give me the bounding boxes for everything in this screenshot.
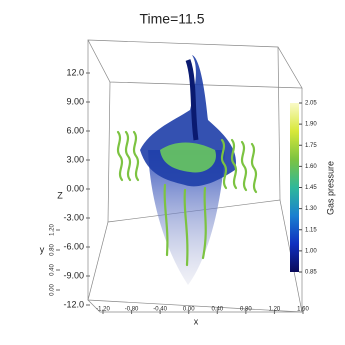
z-tick-label: -12.0	[63, 299, 84, 309]
colorbar	[290, 103, 299, 272]
x-axis-label: x	[194, 316, 199, 326]
colorbar-tick-label: 1.30	[305, 206, 317, 212]
colorbar-tick-label: 1.75	[305, 143, 317, 149]
y-tick-label: 0.80	[50, 244, 56, 256]
colorbar-tick-label: 2.05	[305, 101, 317, 107]
z-tick-label: 6.00	[66, 125, 84, 135]
colorbar-tick-label: 1.60	[305, 164, 317, 170]
y-tick-label: 0.00	[50, 284, 56, 296]
chart-title: Time=11.5	[140, 11, 205, 27]
colorbar-label: Gas pressure	[325, 161, 335, 215]
z-tick-label: 12.0	[66, 67, 84, 77]
x-tick-label: -0.80	[125, 307, 139, 313]
z-tick-label: -3.00	[63, 212, 84, 222]
colorbar-tick-label: 1.00	[305, 248, 317, 254]
x-tick-label: 0.80	[240, 307, 252, 313]
streamlines	[116, 130, 258, 267]
z-tick-label: 0.00	[66, 183, 84, 193]
y-axis-label: y	[40, 244, 45, 254]
x-tick-label: -0.40	[153, 307, 167, 313]
z-tick-label: 3.00	[66, 154, 84, 164]
z-axis-label: Z	[57, 190, 63, 200]
x-tick-label: 0.00	[183, 307, 195, 313]
colorbar-tick-label: 1.90	[305, 122, 317, 128]
y-tick-label: 1.20	[50, 224, 56, 236]
x-tick-label: 0.40	[211, 307, 223, 313]
y-tick-label: 0.40	[50, 264, 56, 276]
axes-box	[87, 39, 303, 313]
x-tick-label: 1.20	[269, 307, 281, 313]
z-tick-label: -9.00	[63, 270, 84, 280]
colorbar-tick-label: 1.45	[305, 185, 317, 191]
colorbar-tick-label: 1.15	[305, 227, 317, 233]
colorbar-tick-label: 0.85	[305, 270, 317, 276]
x-tick-label: -1.20	[96, 307, 110, 313]
x-tick-label: 1.60	[297, 307, 309, 313]
z-tick-label: 9.00	[66, 96, 84, 106]
z-tick-label: -6.00	[63, 241, 84, 251]
